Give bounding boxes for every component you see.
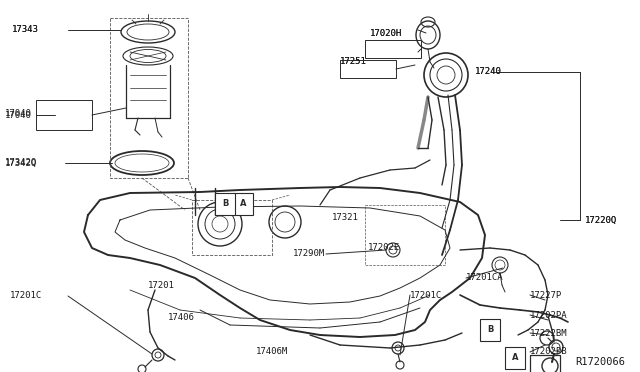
Text: 17201: 17201 bbox=[148, 280, 175, 289]
Bar bbox=[365, 40, 421, 58]
Text: 17201C: 17201C bbox=[10, 292, 42, 301]
Bar bbox=[36, 100, 92, 130]
Text: 17406M: 17406M bbox=[256, 347, 288, 356]
Text: 17240: 17240 bbox=[475, 67, 502, 77]
Text: B: B bbox=[487, 326, 493, 334]
Text: 17040: 17040 bbox=[5, 110, 32, 119]
Text: 17202PB: 17202PB bbox=[530, 347, 568, 356]
Text: 17406: 17406 bbox=[168, 314, 195, 323]
Bar bbox=[340, 60, 396, 78]
Text: 17227P: 17227P bbox=[530, 291, 563, 299]
Text: 17020H: 17020H bbox=[370, 29, 403, 38]
Bar bbox=[365, 205, 445, 265]
Bar bbox=[192, 200, 272, 255]
Text: 17040: 17040 bbox=[5, 109, 32, 118]
Text: B: B bbox=[222, 199, 228, 208]
Bar bbox=[110, 18, 188, 178]
Text: R1720066: R1720066 bbox=[575, 357, 625, 367]
Text: 17343: 17343 bbox=[12, 26, 39, 35]
Text: 17251: 17251 bbox=[340, 58, 367, 67]
Text: 17020H: 17020H bbox=[370, 29, 403, 38]
Text: 17220Q: 17220Q bbox=[585, 215, 617, 224]
Text: 17342Q: 17342Q bbox=[5, 158, 37, 167]
Text: A: A bbox=[512, 353, 518, 362]
Text: 17202E: 17202E bbox=[368, 244, 400, 253]
Text: 17220Q: 17220Q bbox=[585, 215, 617, 224]
Text: 17342Q: 17342Q bbox=[5, 157, 37, 167]
Text: 17321: 17321 bbox=[332, 214, 359, 222]
Text: A: A bbox=[240, 199, 246, 208]
Text: 17290M: 17290M bbox=[292, 250, 325, 259]
Text: 17201CA: 17201CA bbox=[466, 273, 504, 282]
Text: 17222BM: 17222BM bbox=[530, 328, 568, 337]
Bar bbox=[530, 355, 560, 372]
Text: 17202PA: 17202PA bbox=[530, 311, 568, 320]
Text: 17240: 17240 bbox=[475, 67, 502, 77]
Text: 17201C: 17201C bbox=[410, 291, 442, 299]
Text: 17343: 17343 bbox=[12, 26, 39, 35]
Text: 17251: 17251 bbox=[340, 58, 367, 67]
